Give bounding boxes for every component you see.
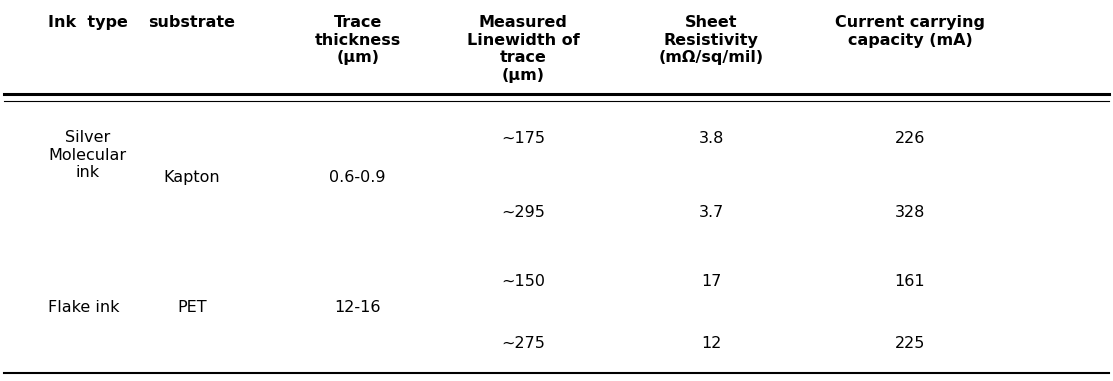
Text: Measured
Linewidth of
trace
(μm): Measured Linewidth of trace (μm)	[467, 15, 580, 83]
Text: 3.7: 3.7	[699, 205, 723, 220]
Text: 328: 328	[895, 205, 925, 220]
Text: ~275: ~275	[502, 336, 545, 351]
Text: 0.6-0.9: 0.6-0.9	[329, 170, 386, 185]
Text: ~150: ~150	[501, 274, 545, 289]
Text: substrate: substrate	[148, 15, 236, 30]
Text: 226: 226	[895, 131, 925, 146]
Text: Flake ink: Flake ink	[48, 300, 120, 315]
Text: 12: 12	[701, 336, 721, 351]
Text: Kapton: Kapton	[164, 170, 220, 185]
Text: 225: 225	[895, 336, 925, 351]
Text: 17: 17	[701, 274, 721, 289]
Text: Ink  type: Ink type	[48, 15, 128, 30]
Text: ~175: ~175	[501, 131, 545, 146]
Text: Trace
thickness
(μm): Trace thickness (μm)	[315, 15, 401, 65]
Text: Sheet
Resistivity
(mΩ/sq/mil): Sheet Resistivity (mΩ/sq/mil)	[659, 15, 764, 65]
Text: 12-16: 12-16	[334, 300, 381, 315]
Text: PET: PET	[177, 300, 207, 315]
Text: 3.8: 3.8	[699, 131, 723, 146]
Text: 161: 161	[895, 274, 925, 289]
Text: Current carrying
capacity (mA): Current carrying capacity (mA)	[835, 15, 985, 48]
Text: ~295: ~295	[502, 205, 545, 220]
Text: Silver
Molecular
ink: Silver Molecular ink	[48, 130, 127, 180]
